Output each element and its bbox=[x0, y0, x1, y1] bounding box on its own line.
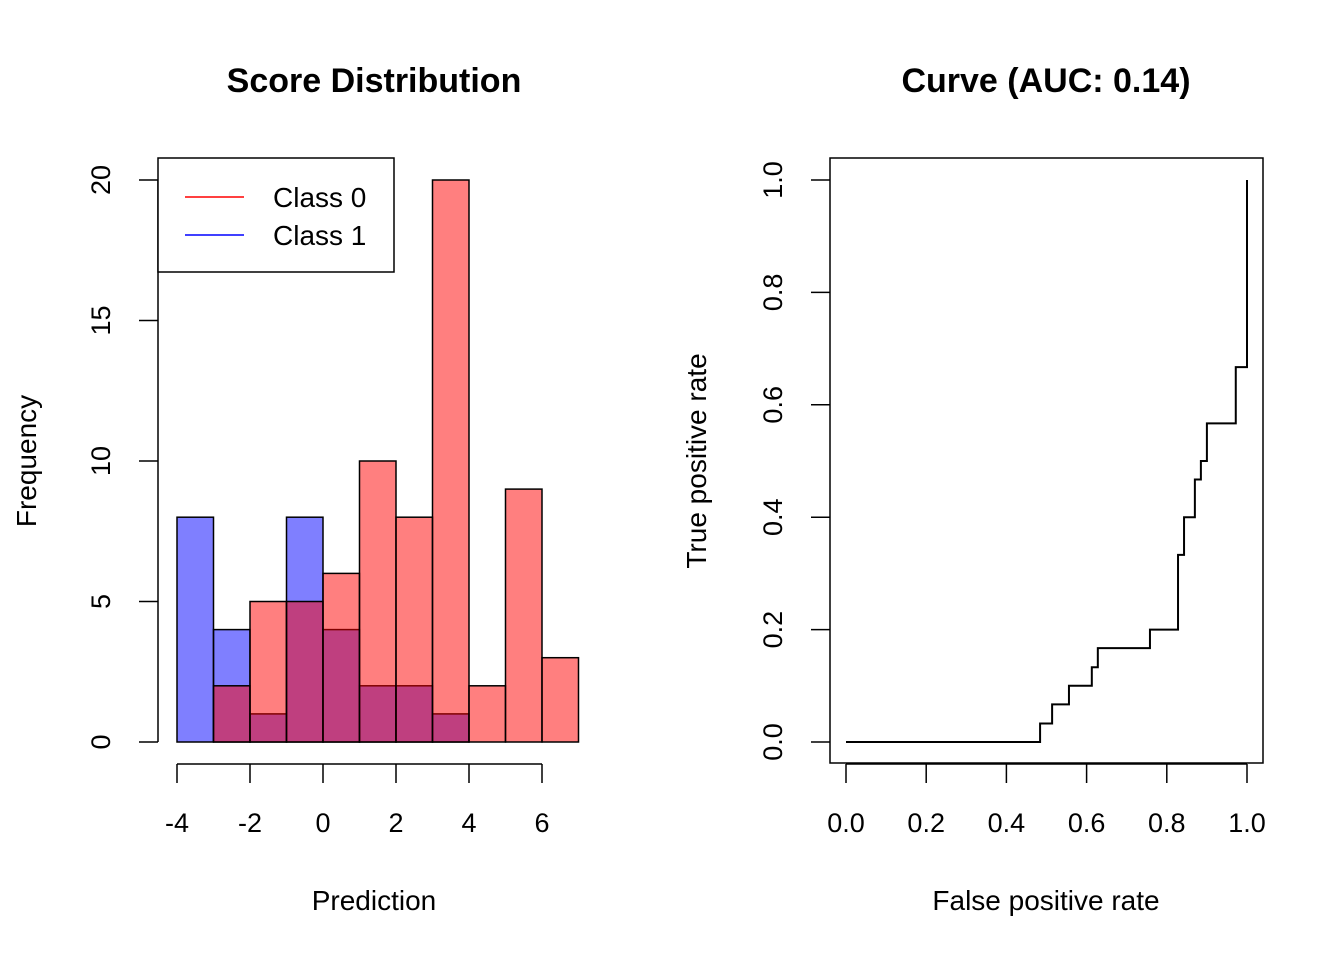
roc-y-tick-label: 0.8 bbox=[758, 274, 788, 312]
histogram-bar-class-0 bbox=[541, 656, 580, 743]
histogram-y-tick-label: 0 bbox=[86, 734, 116, 749]
roc-curve-line bbox=[846, 180, 1248, 743]
histogram-bar-class-0 bbox=[504, 488, 543, 743]
roc-curve-group bbox=[846, 180, 1248, 743]
roc-panel: Curve (AUC: 0.14) False positive rate Tr… bbox=[681, 62, 1266, 916]
roc-y-tick-label: 0.6 bbox=[758, 386, 788, 424]
roc-x-tick-label: 0.2 bbox=[907, 808, 945, 838]
legend-label-class-1: Class 1 bbox=[273, 220, 366, 251]
legend: Class 0 Class 1 bbox=[157, 157, 395, 273]
roc-y-tick-label: 0.2 bbox=[758, 611, 788, 649]
roc-y-tick-label: 0.0 bbox=[758, 723, 788, 761]
histogram-bars bbox=[176, 179, 580, 743]
roc-x-axis: 0.0 0.2 0.4 0.6 0.8 1.0 bbox=[827, 763, 1266, 838]
histogram-bar-class-1 bbox=[176, 516, 215, 743]
roc-x-tick-label: 0.6 bbox=[1068, 808, 1106, 838]
histogram-y-tick-label: 10 bbox=[86, 446, 116, 476]
histogram-x-tick-label: -2 bbox=[238, 808, 262, 838]
histogram-x-axis: -4 -2 0 2 4 6 bbox=[165, 763, 550, 838]
histogram-bar-class-0 bbox=[322, 572, 361, 743]
histogram-y-axis-label: Frequency bbox=[11, 395, 42, 527]
roc-y-axis-label: True positive rate bbox=[681, 353, 712, 568]
histogram-x-axis-label: Prediction bbox=[312, 885, 437, 916]
roc-x-tick-label: 0.8 bbox=[1148, 808, 1186, 838]
roc-x-tick-label: 1.0 bbox=[1228, 808, 1266, 838]
roc-x-tick-label: 0.4 bbox=[988, 808, 1026, 838]
roc-x-axis-label: False positive rate bbox=[932, 885, 1159, 916]
histogram-bar-class-0 bbox=[212, 685, 251, 743]
histogram-y-tick-label: 20 bbox=[86, 165, 116, 195]
histogram-y-tick-label: 5 bbox=[86, 594, 116, 609]
roc-y-axis: 0.0 0.2 0.4 0.6 0.8 1.0 bbox=[758, 161, 830, 761]
histogram-bar-class-0 bbox=[285, 600, 324, 743]
roc-y-tick-label: 1.0 bbox=[758, 161, 788, 199]
histogram-x-tick-label: 6 bbox=[534, 808, 549, 838]
roc-plot-frame bbox=[829, 157, 1264, 764]
histogram-y-axis: 0 5 10 15 20 bbox=[86, 165, 159, 750]
legend-label-class-0: Class 0 bbox=[273, 182, 366, 213]
histogram-bar-class-0 bbox=[431, 179, 470, 743]
histogram-x-tick-label: 4 bbox=[461, 808, 476, 838]
roc-x-tick-label: 0.0 bbox=[827, 808, 865, 838]
histogram-x-tick-label: 2 bbox=[388, 808, 403, 838]
histogram-bar-class-0 bbox=[358, 460, 397, 743]
roc-title: Curve (AUC: 0.14) bbox=[901, 62, 1190, 100]
histogram-title: Score Distribution bbox=[227, 62, 522, 100]
legend-box bbox=[157, 157, 395, 273]
histogram-bar-class-0 bbox=[249, 600, 288, 743]
histogram-y-tick-label: 15 bbox=[86, 305, 116, 335]
roc-y-tick-label: 0.4 bbox=[758, 498, 788, 536]
histogram-bar-class-0 bbox=[468, 685, 507, 743]
histogram-x-tick-label: 0 bbox=[315, 808, 330, 838]
histogram-x-tick-label: -4 bbox=[165, 808, 189, 838]
histogram-panel: Score Distribution Prediction Frequency … bbox=[11, 62, 580, 916]
histogram-bar-class-0 bbox=[395, 516, 434, 743]
